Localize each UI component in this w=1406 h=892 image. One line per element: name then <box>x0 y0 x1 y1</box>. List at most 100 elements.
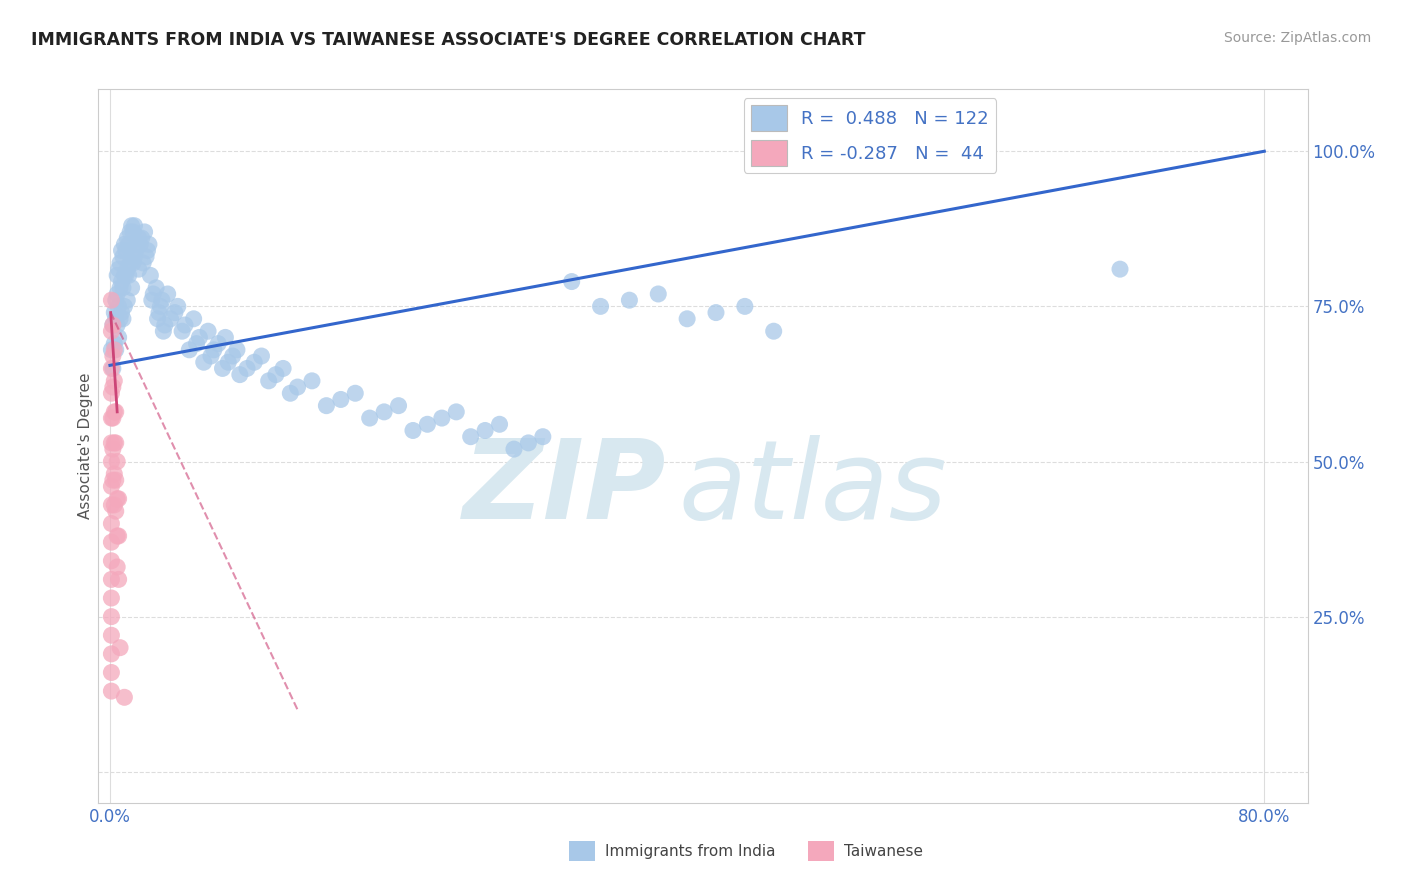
Point <box>100 516 122 531</box>
Point <box>114 268 136 283</box>
Point <box>100 324 122 338</box>
Point <box>117 293 139 308</box>
Point <box>100 535 122 549</box>
Point <box>250 349 273 363</box>
Point <box>446 405 468 419</box>
Point <box>100 386 122 401</box>
Point <box>101 442 124 456</box>
Point <box>100 293 122 308</box>
Point <box>114 244 136 258</box>
Point <box>226 343 249 357</box>
Point <box>488 417 510 432</box>
Point <box>104 293 127 308</box>
Point <box>159 311 181 326</box>
Point <box>200 349 222 363</box>
Point <box>100 665 122 680</box>
Point <box>676 311 699 326</box>
Point <box>110 244 132 258</box>
Point <box>105 287 128 301</box>
Point <box>129 237 152 252</box>
Point <box>107 573 129 587</box>
Point <box>229 368 252 382</box>
Point <box>104 311 127 326</box>
Point <box>344 386 367 401</box>
Point <box>139 268 162 283</box>
Point <box>301 374 323 388</box>
Point <box>104 405 127 419</box>
Point <box>188 330 211 344</box>
Point <box>166 299 188 313</box>
Text: ZIP: ZIP <box>463 435 666 542</box>
Point <box>202 343 225 357</box>
Point <box>101 349 124 363</box>
Point <box>136 244 159 258</box>
Point <box>117 231 139 245</box>
Point <box>108 281 131 295</box>
Point <box>112 299 135 313</box>
Point <box>105 560 128 574</box>
Point <box>118 237 141 252</box>
Point <box>619 293 641 308</box>
Point <box>734 299 756 313</box>
Point <box>108 311 131 326</box>
Point <box>561 275 583 289</box>
Legend: R =  0.488   N = 122, R = -0.287   N =  44: R = 0.488 N = 122, R = -0.287 N = 44 <box>744 98 997 173</box>
Point <box>103 374 125 388</box>
Point <box>120 256 142 270</box>
Point <box>503 442 526 456</box>
Point <box>183 311 205 326</box>
Point <box>118 268 141 283</box>
Point <box>101 318 124 332</box>
Point <box>402 424 425 438</box>
Point <box>271 361 294 376</box>
Point <box>132 256 155 270</box>
Point <box>101 473 124 487</box>
Point <box>101 411 124 425</box>
Point <box>179 343 201 357</box>
Point <box>257 374 280 388</box>
Point <box>197 324 219 338</box>
Point <box>236 361 259 376</box>
Point <box>104 343 127 357</box>
Point <box>134 225 156 239</box>
Point <box>110 305 132 319</box>
Point <box>430 411 453 425</box>
Point <box>103 436 125 450</box>
Point <box>122 225 145 239</box>
Point <box>105 268 128 283</box>
Point <box>359 411 381 425</box>
Point <box>460 430 482 444</box>
Point <box>264 368 287 382</box>
Point <box>100 479 122 493</box>
Point <box>221 349 243 363</box>
Point <box>117 262 139 277</box>
Point <box>101 318 124 332</box>
Point <box>100 436 122 450</box>
Point <box>100 628 122 642</box>
Point <box>762 324 785 338</box>
Point <box>589 299 612 313</box>
Point <box>100 647 122 661</box>
Point <box>163 305 186 319</box>
Point <box>121 250 143 264</box>
Point <box>112 237 135 252</box>
Point <box>149 299 172 313</box>
Point <box>121 219 143 233</box>
Point <box>107 262 129 277</box>
Point <box>100 343 122 357</box>
Point <box>111 311 134 326</box>
Point <box>122 256 145 270</box>
Point <box>148 305 170 319</box>
Point <box>110 275 132 289</box>
Point <box>315 399 337 413</box>
Point <box>142 287 165 301</box>
Point <box>214 330 236 344</box>
Point <box>103 498 125 512</box>
Text: Taiwanese: Taiwanese <box>844 845 922 859</box>
Point <box>107 491 129 506</box>
Point <box>100 684 122 698</box>
Point <box>174 318 197 332</box>
Point <box>104 504 127 518</box>
Point <box>278 386 301 401</box>
Point <box>243 355 266 369</box>
